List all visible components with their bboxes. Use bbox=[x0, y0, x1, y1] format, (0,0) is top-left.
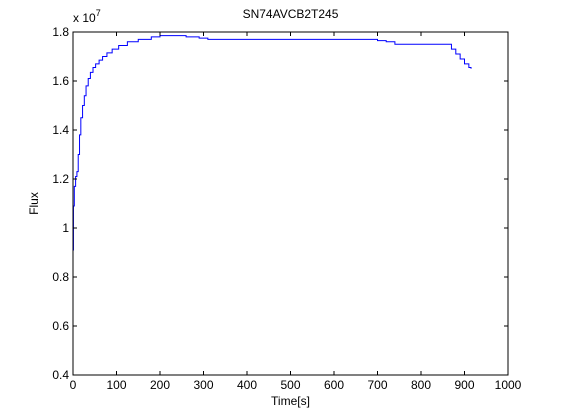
x-tick-label: 800 bbox=[411, 378, 431, 392]
plot-area bbox=[73, 32, 508, 375]
y-axis-label: Flux bbox=[27, 192, 41, 215]
x-tick-label: 400 bbox=[237, 378, 257, 392]
x-tick-label: 600 bbox=[324, 378, 344, 392]
x-tick-label: 1000 bbox=[495, 378, 522, 392]
x-tick-label: 300 bbox=[193, 378, 213, 392]
y-tick-label: 1.2 bbox=[52, 172, 69, 186]
x-tick-label: 200 bbox=[150, 378, 170, 392]
y-tick-label: 1 bbox=[62, 221, 69, 235]
y-tick-label: 0.4 bbox=[52, 368, 69, 382]
series-line bbox=[72, 35, 472, 251]
x-tick-label: 700 bbox=[367, 378, 387, 392]
y-tick-label: 1.6 bbox=[52, 74, 69, 88]
plot-frame bbox=[72, 31, 509, 376]
chart-title: SN74AVCB2T245 bbox=[243, 7, 339, 21]
x-tick-label: 500 bbox=[280, 378, 300, 392]
y-exponent-base: x 10 bbox=[73, 11, 96, 25]
y-exponent-power: 7 bbox=[96, 8, 101, 18]
series-layer bbox=[72, 35, 472, 251]
y-tick-label: 0.6 bbox=[52, 319, 69, 333]
y-tick-label: 1.4 bbox=[52, 123, 69, 137]
x-axis-label: Time[s] bbox=[271, 394, 310, 408]
x-tick-label: 100 bbox=[106, 378, 126, 392]
x-tick-label: 0 bbox=[70, 378, 77, 392]
y-tick-label: 0.8 bbox=[52, 270, 69, 284]
x-tick-label: 900 bbox=[454, 378, 474, 392]
y-axis-exponent: x 107 bbox=[73, 8, 101, 25]
y-tick-label: 1.8 bbox=[52, 25, 69, 39]
labels-layer: 0 100 200 300 400 500 600 700 800 900 1000 0.4 0.6 0.… bbox=[52, 25, 521, 392]
